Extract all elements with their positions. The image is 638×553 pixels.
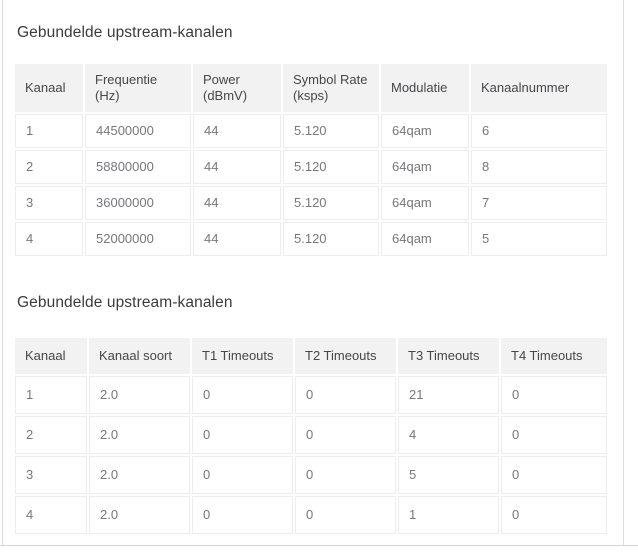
- table-cell: 5.120: [283, 150, 379, 184]
- table-cell: 64qam: [381, 114, 469, 148]
- table-cell: 7: [471, 186, 607, 220]
- table-cell: 8: [471, 150, 607, 184]
- table-cell: 3: [15, 456, 87, 494]
- column-header: T1 Timeouts: [192, 338, 293, 374]
- table-cell: 64qam: [381, 186, 469, 220]
- table-cell: 0: [295, 416, 396, 454]
- table-row: 1 2.0 0 0 21 0: [15, 376, 607, 414]
- upstream-timeouts-table: Kanaal Kanaal soort T1 Timeouts T2 Timeouts…: [13, 336, 609, 536]
- table-cell: 0: [192, 376, 293, 414]
- section-title: Gebundelde upstream-kanalen: [17, 294, 233, 311]
- table-cell: 0: [192, 456, 293, 494]
- table-cell: 44500000: [85, 114, 191, 148]
- table-header-row: Kanaal Frequentie (Hz) Power (dBmV) Symbol …: [15, 64, 607, 112]
- upstream-timeouts-section: Gebundelde upstream-kanalen Kanaal Kanaal…: [3, 258, 623, 536]
- column-header: Kanaal: [15, 338, 87, 374]
- table-cell: 5.120: [283, 186, 379, 220]
- table-row: 3 36000000 44 5.120 64qam 7: [15, 186, 607, 220]
- table-cell: 2.0: [89, 416, 190, 454]
- table-cell: 5.120: [283, 114, 379, 148]
- table-cell: 2: [15, 150, 83, 184]
- table-cell: 5.120: [283, 222, 379, 256]
- table-cell: 3: [15, 186, 83, 220]
- table-cell: 52000000: [85, 222, 191, 256]
- column-header: T2 Timeouts: [295, 338, 396, 374]
- table-cell: 6: [471, 114, 607, 148]
- table-row: 3 2.0 0 0 5 0: [15, 456, 607, 494]
- table-cell: 44: [193, 150, 281, 184]
- table-cell: 0: [192, 496, 293, 534]
- table-row: 1 44500000 44 5.120 64qam 6: [15, 114, 607, 148]
- content-card: Gebundelde upstream-kanalen Kanaal Freque…: [2, 0, 624, 545]
- column-header: Modulatie: [381, 64, 469, 112]
- table-cell: 2.0: [89, 456, 190, 494]
- section-title: Gebundelde upstream-kanalen: [17, 24, 233, 41]
- table-cell: 1: [15, 376, 87, 414]
- table-cell: 36000000: [85, 186, 191, 220]
- column-header: Kanaal soort: [89, 338, 190, 374]
- table-cell: 1: [15, 114, 83, 148]
- table-cell: 58800000: [85, 150, 191, 184]
- table-cell: 5: [471, 222, 607, 256]
- table-cell: 64qam: [381, 222, 469, 256]
- table-cell: 4: [15, 496, 87, 534]
- column-header: Power (dBmV): [193, 64, 281, 112]
- table-header-row: Kanaal Kanaal soort T1 Timeouts T2 Timeouts…: [15, 338, 607, 374]
- table-row: 4 2.0 0 0 1 0: [15, 496, 607, 534]
- column-header: T3 Timeouts: [398, 338, 499, 374]
- table-cell: 44: [193, 222, 281, 256]
- table-cell: 1: [398, 496, 499, 534]
- table-cell: 0: [501, 416, 607, 454]
- upstream-channels-table: Kanaal Frequentie (Hz) Power (dBmV) Symbol …: [13, 62, 609, 258]
- table-row: 2 58800000 44 5.120 64qam 8: [15, 150, 607, 184]
- table-cell: 0: [501, 456, 607, 494]
- table-cell: 0: [501, 496, 607, 534]
- table-cell: 0: [192, 416, 293, 454]
- table-cell: 0: [295, 376, 396, 414]
- table-cell: 0: [501, 376, 607, 414]
- table-cell: 44: [193, 114, 281, 148]
- column-header: T4 Timeouts: [501, 338, 607, 374]
- table-row: 2 2.0 0 0 4 0: [15, 416, 607, 454]
- column-header: Frequentie (Hz): [85, 64, 191, 112]
- upstream-channels-section: Gebundelde upstream-kanalen Kanaal Freque…: [3, 0, 623, 258]
- column-header: Kanaalnummer: [471, 64, 607, 112]
- table-cell: 64qam: [381, 150, 469, 184]
- table-cell: 4: [15, 222, 83, 256]
- table-cell: 44: [193, 186, 281, 220]
- table-cell: 2.0: [89, 376, 190, 414]
- table-cell: 2.0: [89, 496, 190, 534]
- table-cell: 4: [398, 416, 499, 454]
- table-row: 4 52000000 44 5.120 64qam 5: [15, 222, 607, 256]
- table-cell: 0: [295, 456, 396, 494]
- table-cell: 21: [398, 376, 499, 414]
- divider: [0, 545, 638, 546]
- table-cell: 0: [295, 496, 396, 534]
- table-cell: 2: [15, 416, 87, 454]
- column-header: Symbol Rate (ksps): [283, 64, 379, 112]
- column-header: Kanaal: [15, 64, 83, 112]
- table-cell: 5: [398, 456, 499, 494]
